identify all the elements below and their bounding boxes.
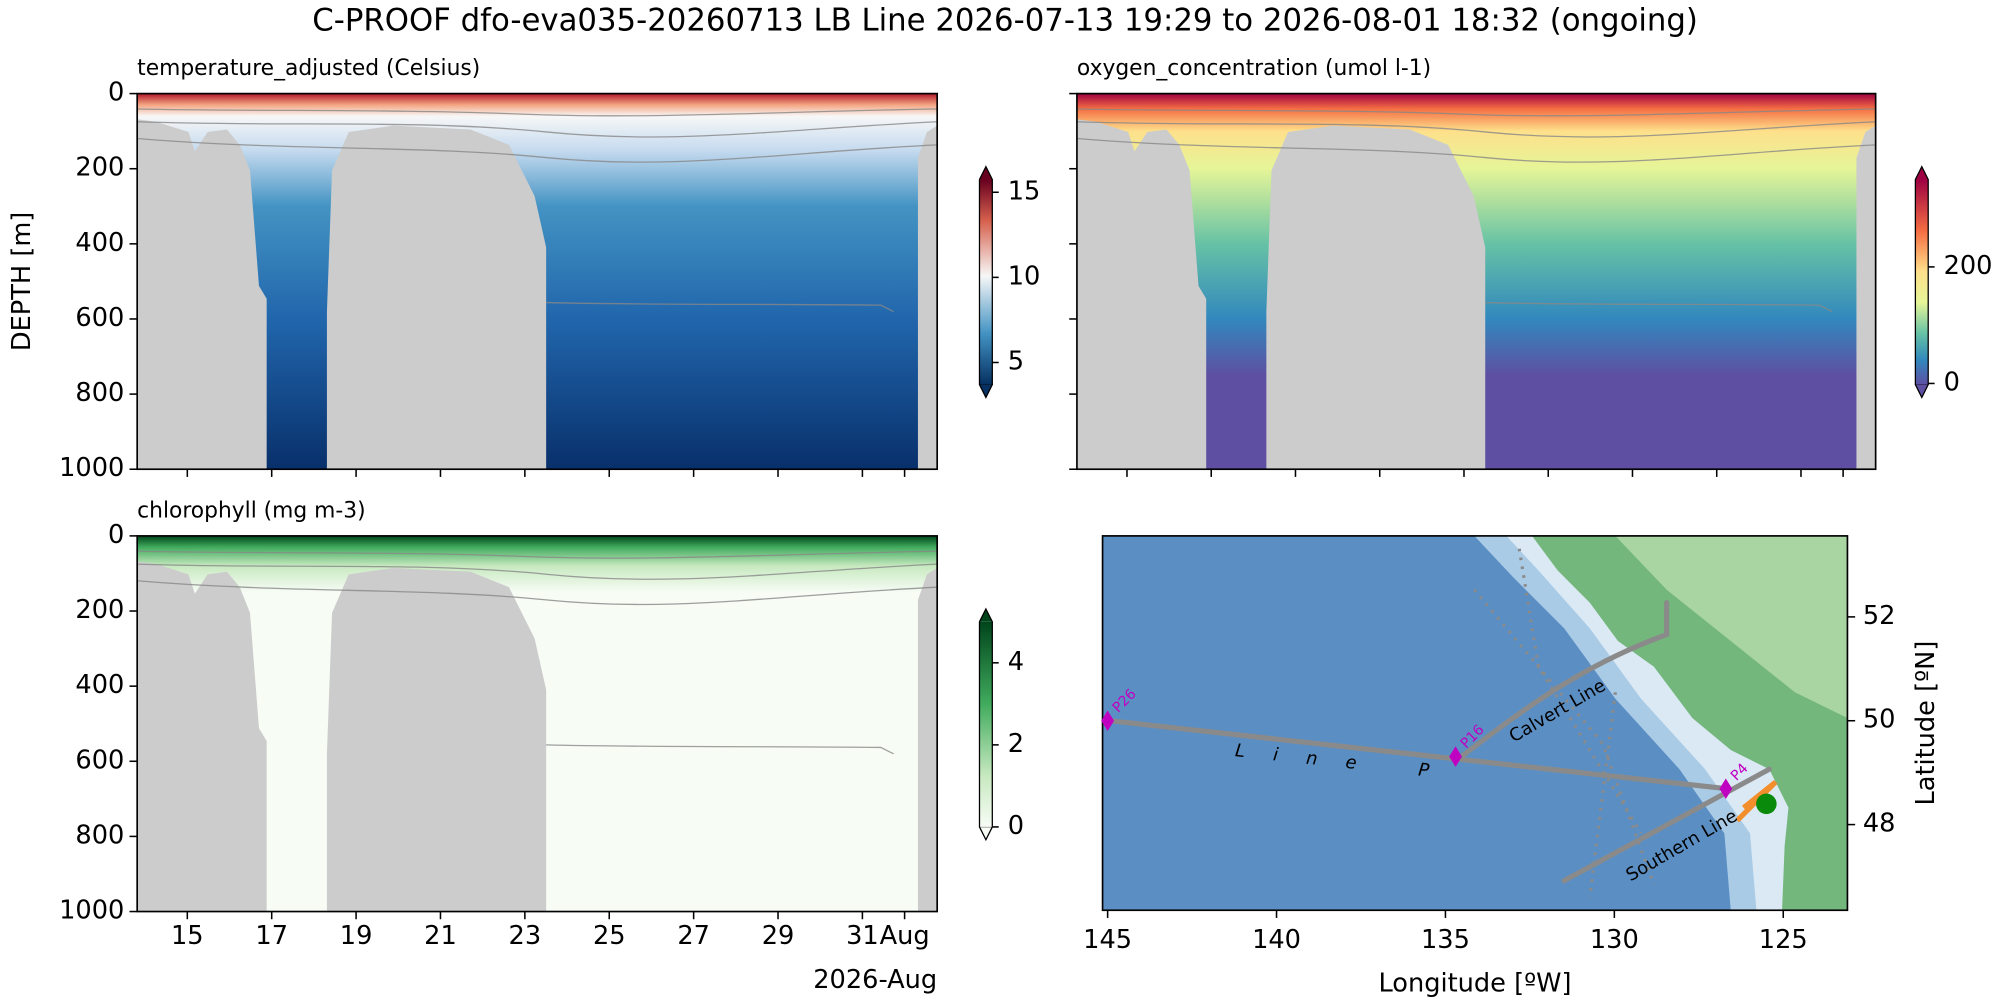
colorbar-tick-label: 5: [1008, 346, 1024, 376]
colorbar-extend: [1914, 384, 1929, 399]
colorbar-outline: [978, 165, 993, 399]
colorbar-extend: [979, 608, 993, 622]
plot-frame: [1076, 92, 1877, 471]
colorbar-tick-label: 0: [1008, 811, 1024, 841]
y-tick-label: 1000: [59, 896, 124, 926]
y-tick-label: 0: [108, 78, 124, 108]
plot-frame: [136, 92, 939, 471]
x-tick-label: 130: [1590, 925, 1639, 955]
station-marker: [1449, 746, 1462, 767]
map-area: [1102, 535, 1848, 911]
x-tick-label: 15: [171, 921, 204, 951]
panel-title: chlorophyll (mg m-3): [137, 499, 365, 524]
x-tick-label: 19: [340, 921, 373, 951]
x-tick-label: 140: [1252, 925, 1301, 955]
track: [1458, 600, 1670, 759]
x-axis-label: 2026-Aug: [813, 965, 937, 995]
x-tick-label: 25: [593, 921, 626, 951]
x-tick-label: 27: [677, 921, 710, 951]
x-tick-label: 145: [1083, 925, 1132, 955]
colorbar-tick-label: 0: [1944, 367, 1960, 397]
x-tick-label: 125: [1759, 925, 1808, 955]
colorbar-tick-label: 2: [1008, 729, 1024, 759]
y-axis-label: Latitude [ºN]: [1911, 641, 1941, 806]
y-tick-label: 400: [75, 228, 124, 258]
y-tick-label: 52: [1863, 601, 1896, 631]
land-high: [1615, 535, 1848, 718]
y-tick-label: 1000: [59, 453, 124, 483]
y-tick-label: 600: [75, 745, 124, 775]
colorbar-extend: [1915, 166, 1929, 180]
plot-frame: [1101, 535, 1849, 912]
y-tick-label: 0: [108, 520, 124, 550]
figure-title: C-PROOF dfo-eva035-20260713 LB Line 2026…: [312, 2, 1698, 38]
colorbar-outline: [978, 607, 993, 842]
x-tick-label: 135: [1421, 925, 1470, 955]
plot-frame: [136, 535, 939, 913]
panel-title: temperature_adjusted (Celsius): [137, 56, 480, 81]
colorbar-extend: [978, 384, 993, 399]
x-tick-label: 31: [846, 921, 879, 951]
y-tick-label: 200: [75, 595, 124, 625]
colorbar: [979, 179, 993, 385]
track: [1561, 766, 1772, 884]
x-tick-label: 29: [762, 921, 795, 951]
colorbar-extend: [978, 826, 993, 841]
colorbar-tick-label: 10: [1008, 261, 1041, 291]
y-tick-label: 800: [75, 820, 124, 850]
y-axis-label: DEPTH [m]: [7, 212, 37, 351]
y-tick-label: 50: [1863, 705, 1896, 735]
y-tick-label: 600: [75, 303, 124, 333]
colorbar-outline: [1914, 165, 1929, 399]
colorbar-extend: [979, 166, 993, 180]
colorbar-tick-label: 4: [1008, 647, 1024, 677]
colorbar: [979, 621, 993, 827]
track: [1105, 717, 1727, 792]
y-tick-label: 800: [75, 378, 124, 408]
y-tick-label: 200: [75, 153, 124, 183]
colorbar-tick-label: 200: [1944, 251, 1993, 281]
y-tick-label: 400: [75, 670, 124, 700]
x-tick-label: Aug: [880, 921, 930, 951]
x-axis-label: Longitude [ºW]: [1378, 969, 1571, 999]
panel-title: oxygen_concentration (umol l-1): [1077, 56, 1431, 81]
station-marker: [1101, 710, 1115, 731]
colorbar-tick-label: 15: [1008, 176, 1041, 206]
colorbar: [1915, 179, 1929, 385]
x-tick-label: 23: [509, 921, 542, 951]
x-tick-label: 17: [255, 921, 288, 951]
x-tick-label: 21: [424, 921, 457, 951]
track: [1473, 548, 1656, 898]
glider-track: [1735, 780, 1778, 823]
glider-position: [1756, 793, 1777, 815]
y-tick-label: 48: [1863, 809, 1896, 839]
